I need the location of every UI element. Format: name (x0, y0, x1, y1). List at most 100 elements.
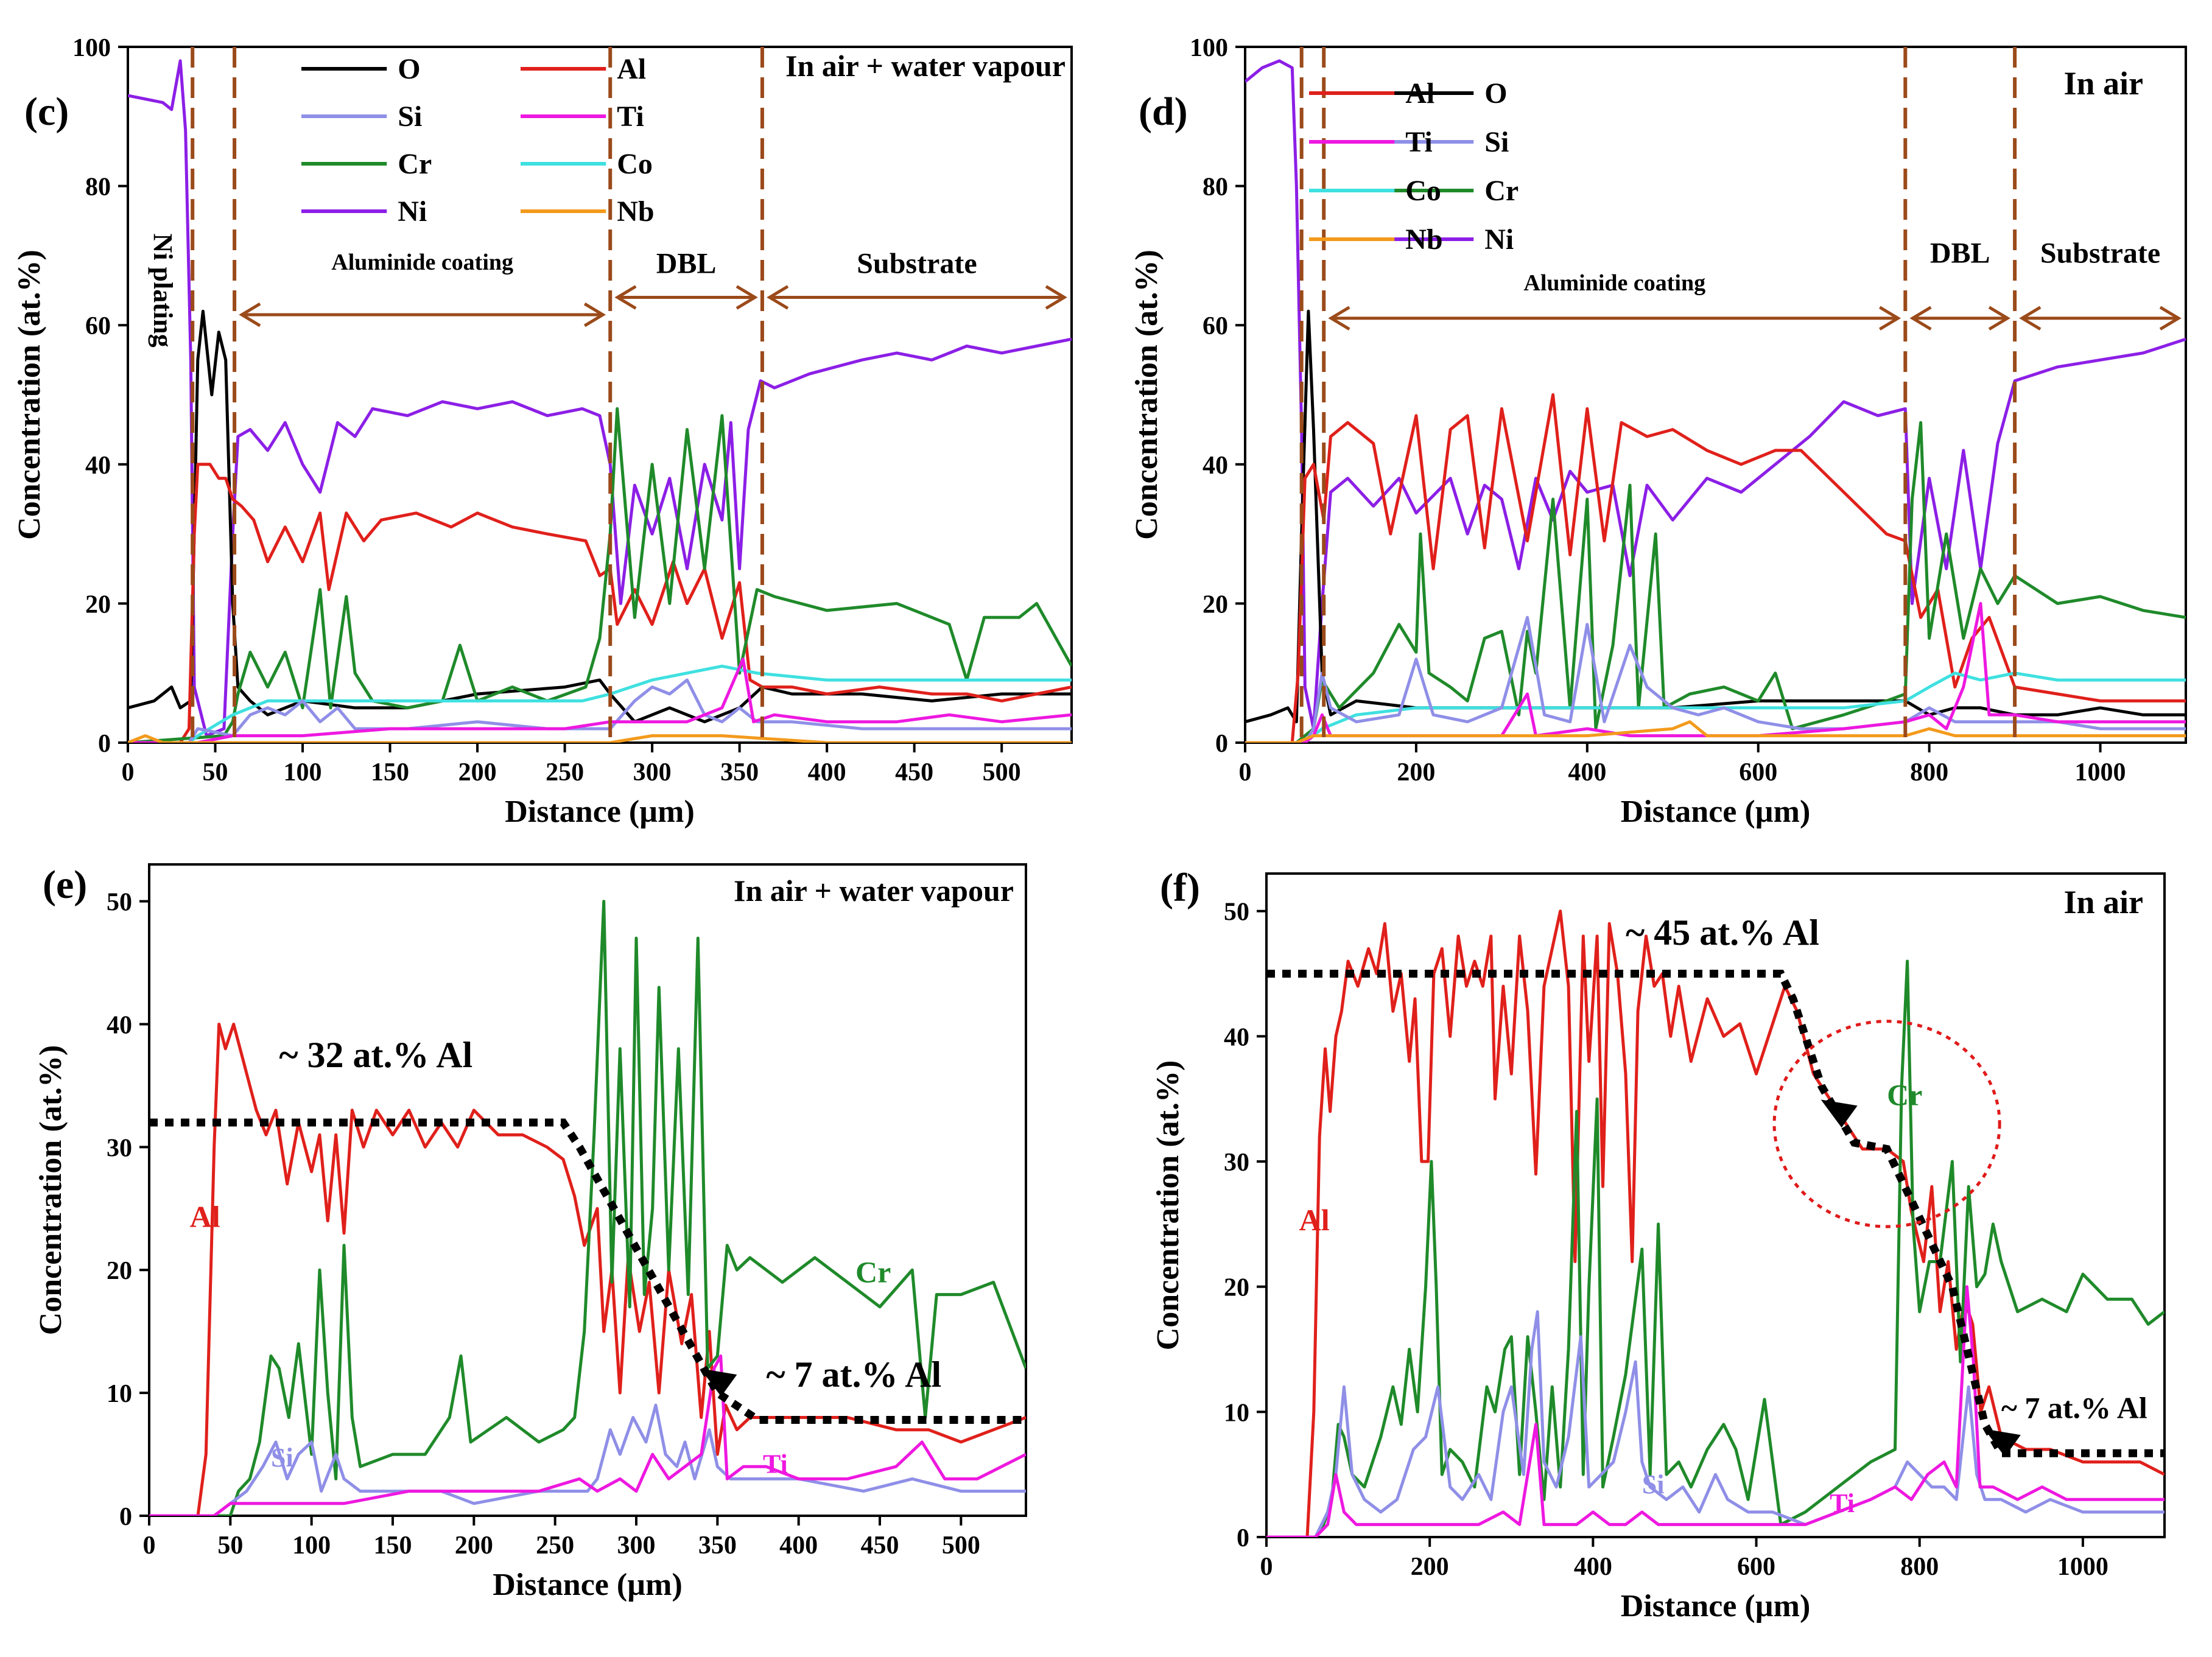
x-tick-label: 0 (1260, 1553, 1273, 1581)
x-tick-label: 400 (1574, 1553, 1612, 1581)
x-tick-label: 800 (1900, 1553, 1939, 1581)
y-tick-label: 100 (1190, 34, 1228, 62)
annotation-si: Si (1642, 1470, 1665, 1499)
panel-title: In air + water vapour (734, 874, 1014, 908)
y-tick-label: 0 (1237, 1524, 1249, 1552)
x-tick-label: 600 (1739, 758, 1777, 786)
y-tick-label: 60 (1203, 312, 1228, 340)
al-level-guide (1266, 970, 2165, 1457)
legend-label-Ni: Ni (1484, 223, 1514, 256)
x-tick-label: 600 (1737, 1553, 1775, 1581)
legend-label-Cr: Cr (398, 148, 432, 180)
x-tick-label: 1000 (2057, 1553, 2108, 1581)
x-tick-label: 350 (698, 1532, 737, 1560)
zone-arrowhead-left (614, 285, 637, 310)
series-line-Ni (128, 59, 1072, 738)
zone-label: DBL (656, 247, 717, 279)
panel-e: (e) 0 50 100 150 200 250 300 350 400 450 500 0 10 20 30… (33, 863, 1027, 1602)
annotation--32-at-al: ~ 32 at.% Al (279, 1035, 472, 1075)
x-tick-label: 450 (861, 1532, 899, 1560)
panel-title: In air (2063, 884, 2143, 920)
y-tick-label: 80 (85, 173, 111, 201)
y-tick-label: 0 (119, 1503, 132, 1531)
y-tick-label: 30 (1224, 1149, 1249, 1177)
x-tick-label: 350 (720, 758, 759, 786)
y-axis-label: Concentration (at.%) (12, 250, 47, 540)
series-line-Co (128, 664, 1072, 743)
annotation-cr: Cr (855, 1255, 891, 1289)
legend-label-Si: Si (398, 100, 422, 133)
zone-arrowhead-left (2019, 306, 2042, 331)
annotation--7-at-al: ~ 7 at.% Al (766, 1354, 941, 1395)
series-line-Nb (128, 734, 1072, 743)
zone-arrowhead-right (1988, 306, 2010, 331)
y-tick-label: 20 (85, 590, 111, 618)
zone-label: DBL (1930, 237, 1990, 269)
y-tick-label: 40 (1224, 1023, 1249, 1051)
x-tick-label: 500 (983, 758, 1021, 786)
annotation-al: Al (190, 1200, 220, 1234)
x-tick-label: 1000 (2075, 758, 2126, 786)
series-line-Ti (1266, 1285, 2165, 1537)
y-tick-label: 100 (72, 34, 111, 62)
legend-label-Co: Co (617, 148, 653, 180)
y-tick-label: 30 (107, 1134, 132, 1162)
x-tick-label: 50 (217, 1532, 243, 1560)
legend-label-Nb: Nb (1405, 223, 1442, 256)
y-tick-label: 80 (1203, 173, 1228, 201)
guide-arrowhead (1984, 1429, 2021, 1457)
y-tick-label: 40 (1203, 452, 1228, 480)
panel-f: (f) 0 200 400 600 800 1000 0 10 20 30 40 50 Distance … (1151, 866, 2166, 1624)
x-tick-label: 200 (1411, 1553, 1449, 1581)
guide-arrowhead (700, 1368, 737, 1397)
y-tick-label: 50 (1224, 899, 1249, 927)
series-line-Al (1245, 393, 2186, 743)
series-line-Cr (149, 900, 1026, 1516)
x-tick-label: 450 (895, 758, 933, 786)
zone-label: Substrate (857, 247, 977, 279)
x-tick-label: 250 (546, 758, 584, 786)
x-tick-label: 150 (371, 758, 409, 786)
zone-arrowhead-left (1909, 306, 1932, 331)
zone-label: Substrate (2040, 237, 2160, 269)
x-tick-label: 800 (1910, 758, 1948, 786)
plot-area (1266, 909, 2165, 1537)
x-axis-label: Distance (µm) (1621, 1589, 1811, 1624)
y-tick-label: 10 (107, 1380, 132, 1408)
plot-frame (1265, 872, 2166, 1538)
zone-label: Aluminide coating (331, 250, 513, 275)
annotation-ti: Ti (1830, 1488, 1855, 1518)
x-tick-label: 300 (633, 758, 672, 786)
series-line-Si (128, 678, 1072, 743)
series-line-Co (1245, 671, 2186, 743)
x-tick-label: 200 (458, 758, 497, 786)
legend-label-Ti: Ti (617, 100, 644, 133)
plot-frame (1244, 46, 2187, 744)
y-tick-label: 20 (1203, 590, 1228, 618)
x-tick-label: 300 (617, 1532, 656, 1560)
series-line-Ni (1245, 59, 2186, 730)
annotation-si: Si (271, 1443, 293, 1473)
x-tick-label: 200 (455, 1532, 493, 1560)
ni-plating-label: Ni plating (148, 234, 178, 348)
zone-label: Aluminide coating (1523, 270, 1705, 296)
annotation-cr: Cr (1887, 1077, 1922, 1112)
guide-arrowhead (1821, 1099, 1858, 1128)
x-tick-label: 250 (536, 1532, 574, 1560)
series-line-Si (1245, 615, 2186, 743)
y-tick-label: 20 (107, 1257, 132, 1285)
series-line-O (128, 309, 1072, 724)
legend-label-Cr: Cr (1484, 175, 1519, 207)
zone-arrowhead-right (1045, 285, 1067, 310)
annotation--7-at-al: ~ 7 at.% Al (2001, 1391, 2147, 1425)
y-tick-label: 40 (85, 452, 111, 480)
legend-label-Nb: Nb (617, 195, 654, 228)
y-tick-label: 10 (1224, 1399, 1249, 1427)
zone-arrowhead-left (1328, 306, 1350, 331)
panel-label: (f) (1160, 866, 1200, 910)
y-tick-label: 60 (85, 312, 111, 340)
series-line-Si (1266, 1310, 2165, 1537)
panel-label: (d) (1139, 89, 1188, 134)
x-tick-label: 200 (1397, 758, 1435, 786)
